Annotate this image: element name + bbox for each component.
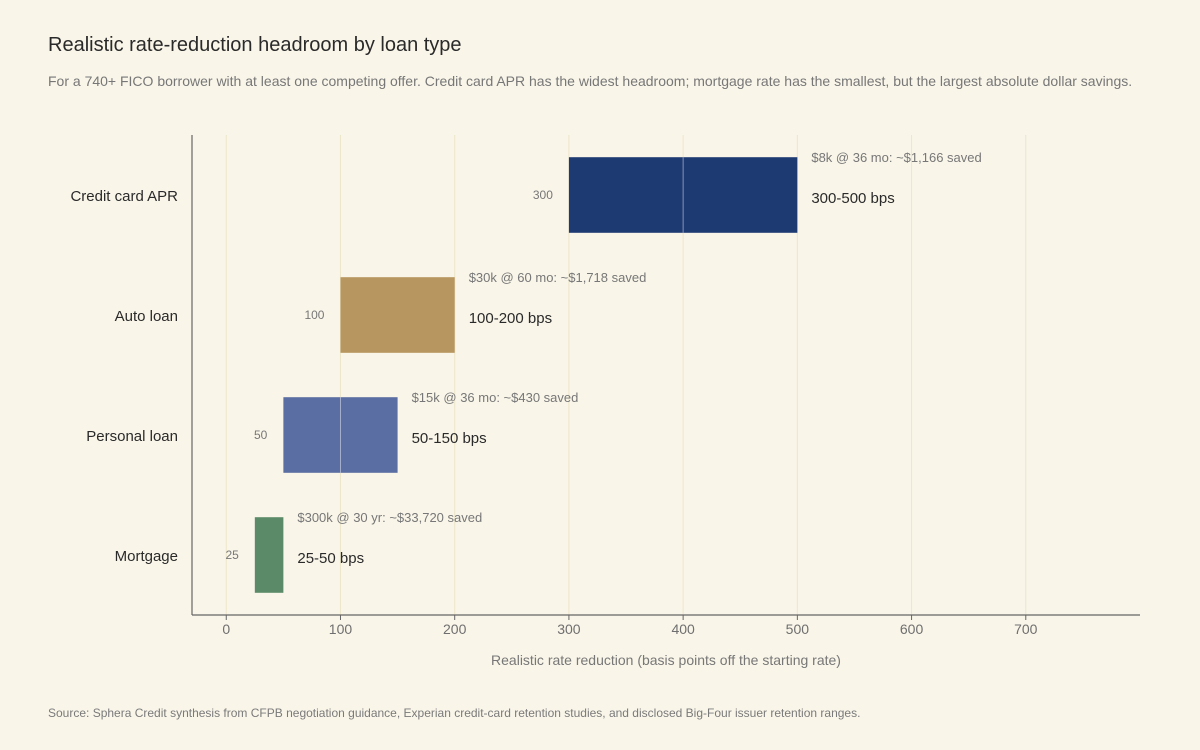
source-note: Source: Sphera Credit synthesis from CFP…: [48, 706, 861, 720]
start-label-credit-card-apr: 300: [533, 188, 553, 202]
x-tick-label-0: 0: [222, 621, 230, 637]
chart-subtitle: For a 740+ FICO borrower with at least o…: [48, 73, 1133, 89]
bar-mortgage: [254, 517, 284, 593]
x-tick-label-200: 200: [443, 621, 467, 637]
category-label-mortgage: Mortgage: [115, 548, 178, 565]
range-label-credit-card-apr: 300-500 bps: [811, 190, 894, 207]
start-label-mortgage: 25: [225, 548, 239, 562]
note-label-auto-loan: $30k @ 60 mo: ~$1,718 saved: [469, 270, 647, 285]
bar-credit-card-apr: [568, 157, 798, 233]
bars-layer: 300 $8k @ 36 mo: ~$1,166 saved 300-500 bps…: [225, 150, 982, 593]
chart-title: Realistic rate-reduction headroom by loa…: [48, 34, 462, 56]
x-tick-label-100: 100: [329, 621, 353, 637]
x-axis-title: Realistic rate reduction (basis points o…: [491, 652, 841, 668]
start-label-personal-loan: 50: [254, 428, 268, 442]
category-label-credit-card-apr: Credit card APR: [70, 188, 178, 205]
x-tick-label-500: 500: [786, 621, 810, 637]
grid-lines: [225, 135, 1027, 615]
range-label-mortgage: 25-50 bps: [297, 550, 364, 567]
x-tick-label-300: 300: [557, 621, 581, 637]
category-label-personal-loan: Personal loan: [86, 428, 178, 445]
axes-layer: Credit card APR Auto loan Personal loan Mor…: [70, 135, 1140, 637]
range-label-personal-loan: 50-150 bps: [412, 430, 487, 447]
bar-personal-loan: [283, 397, 398, 473]
x-tick-label-600: 600: [900, 621, 924, 637]
note-label-personal-loan: $15k @ 36 mo: ~$430 saved: [412, 390, 579, 405]
note-label-credit-card-apr: $8k @ 36 mo: ~$1,166 saved: [811, 150, 981, 165]
x-tick-label-700: 700: [1014, 621, 1038, 637]
category-label-auto-loan: Auto loan: [115, 308, 178, 325]
range-label-auto-loan: 100-200 bps: [469, 310, 552, 327]
bar-auto-loan: [340, 277, 455, 353]
note-label-mortgage: $300k @ 30 yr: ~$33,720 saved: [297, 510, 482, 525]
start-label-auto-loan: 100: [304, 308, 324, 322]
x-tick-label-400: 400: [671, 621, 695, 637]
